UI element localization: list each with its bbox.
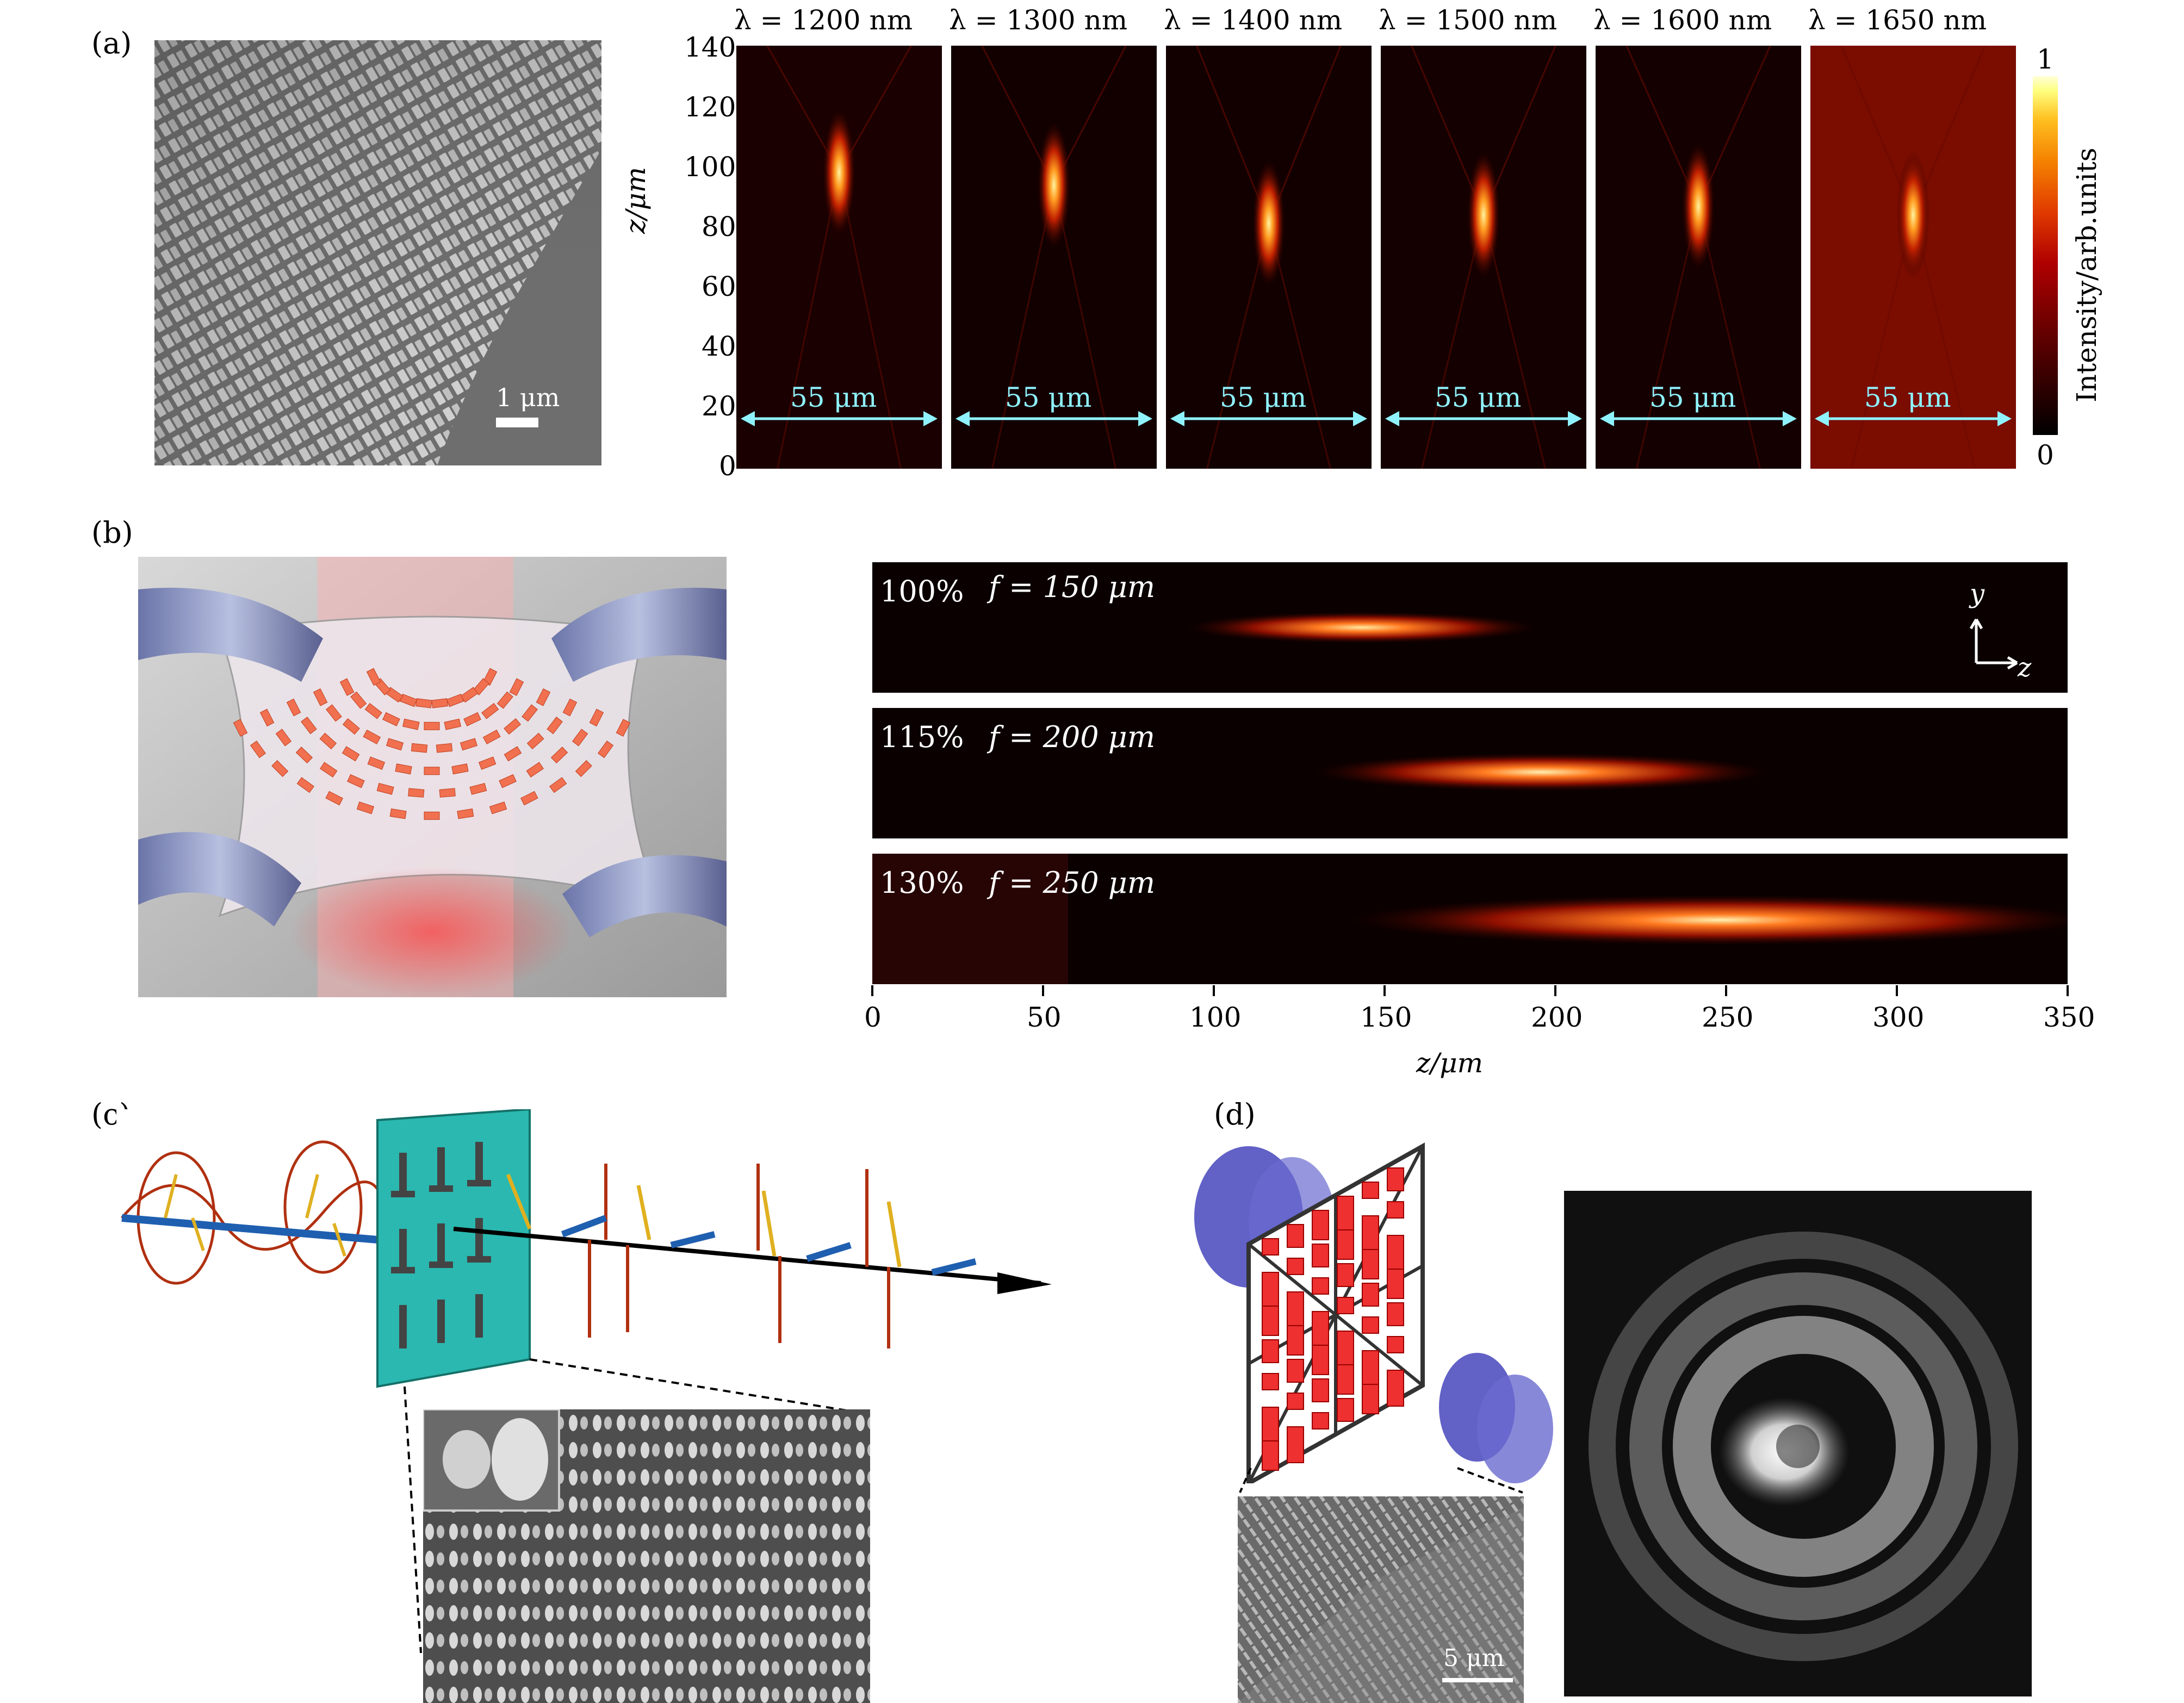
scale-bar-label-d: 5 μm <box>1443 1644 1505 1672</box>
width-label-5: 55 μm <box>1649 382 1736 413</box>
width-label-2: 55 μm <box>1005 382 1092 413</box>
x-tick-label: 0 <box>864 1002 882 1033</box>
wavelength-label-4: λ = 1500 nm <box>1379 4 1558 36</box>
axis-arrows-icon <box>1969 618 2018 670</box>
focus-panel-1: 55 μm <box>736 46 942 469</box>
x-tick-mark <box>871 985 873 996</box>
panel-label-b: (b) <box>91 515 133 550</box>
y-tick-60: 60 <box>702 271 736 302</box>
x-axis-label-b: z/μm <box>1416 1047 1484 1079</box>
wavelength-label-3: λ = 1400 nm <box>1164 4 1343 36</box>
x-tick-label: 150 <box>1360 1002 1412 1033</box>
x-axis-ticks-b <box>872 984 2068 1000</box>
width-label-6: 55 μm <box>1864 382 1951 413</box>
colorbar-min: 0 <box>2037 439 2054 471</box>
axis-z-label: z <box>2018 652 2032 683</box>
x-tick-label: 100 <box>1189 1002 1242 1033</box>
focal-strip-130: 130% f = 250 μm <box>872 854 2068 984</box>
x-tick-label: 250 <box>1702 1002 1754 1033</box>
scale-bar-label-a: 1 μm <box>496 383 560 412</box>
focal-label-250: f = 250 μm <box>989 866 1156 900</box>
strain-label-100: 100% <box>880 574 964 608</box>
x-tick-label: 50 <box>1027 1002 1062 1033</box>
sem-image-d: 5 μm <box>1238 1496 1524 1703</box>
panel-label-a: (a) <box>91 26 132 60</box>
x-tick-label: 350 <box>2043 1002 2095 1033</box>
focus-panel-2: 55 μm <box>951 46 1157 469</box>
colorbar <box>2033 76 2058 435</box>
focus-panel-5: 55 μm <box>1596 46 1801 469</box>
x-tick-label: 200 <box>1531 1002 1583 1033</box>
y-tick-120: 120 <box>684 91 736 123</box>
axis-y-label: y <box>1970 579 1985 609</box>
y-tick-40: 40 <box>702 331 736 362</box>
scale-bar-d <box>1442 1678 1513 1682</box>
focus-panel-3: 55 μm <box>1166 46 1372 469</box>
y-tick-20: 20 <box>702 390 736 422</box>
x-tick-mark <box>2067 985 2069 996</box>
focal-label-150: f = 150 μm <box>989 570 1156 604</box>
y-tick-100: 100 <box>684 151 736 183</box>
stretchable-metalens-illustration <box>138 557 727 997</box>
y-tick-140: 140 <box>684 32 736 63</box>
metasurface-schematic-d <box>1172 1135 1564 1483</box>
focal-strip-100: 100% f = 150 μm y z <box>872 562 2068 693</box>
colorbar-max: 1 <box>2037 43 2054 75</box>
y-tick-0: 0 <box>719 450 736 482</box>
zoom-lines-d <box>1239 1467 1523 1494</box>
y-axis-label-a: z/μm <box>620 166 652 234</box>
y-tick-80: 80 <box>702 211 736 243</box>
x-tick-mark <box>1896 985 1898 996</box>
focus-panel-4: 55 μm <box>1381 46 1586 469</box>
wavelength-label-6: λ = 1650 nm <box>1808 4 1987 36</box>
sem-image-a: 1 μm <box>154 40 601 465</box>
width-label-4: 55 μm <box>1435 382 1522 413</box>
x-tick-mark <box>1383 985 1386 996</box>
focal-label-200: f = 200 μm <box>989 720 1156 754</box>
x-tick-mark <box>1042 985 1044 996</box>
vortex-beam-image <box>1564 1191 2032 1696</box>
strain-label-130: 130% <box>880 866 964 900</box>
strain-label-115: 115% <box>880 720 964 754</box>
colorbar-label: Intensity/arb.units <box>2071 147 2102 402</box>
wavelength-label-2: λ = 1300 nm <box>949 4 1128 36</box>
panel-label-d: (d) <box>1214 1097 1256 1132</box>
wavelength-label-5: λ = 1600 nm <box>1593 4 1772 36</box>
x-tick-mark <box>1554 985 1556 996</box>
scale-bar-a <box>496 418 538 427</box>
wavelength-label-1: λ = 1200 nm <box>734 4 913 36</box>
width-label-1: 55 μm <box>790 382 877 413</box>
x-tick-mark <box>1725 985 1727 996</box>
focal-strip-115: 115% f = 200 μm <box>872 708 2068 838</box>
sem-image-c <box>423 1409 870 1703</box>
x-tick-mark <box>1213 985 1215 996</box>
focus-panel-6: 55 μm <box>1810 46 2016 469</box>
width-label-3: 55 μm <box>1220 382 1307 413</box>
x-tick-label: 300 <box>1872 1002 1925 1033</box>
